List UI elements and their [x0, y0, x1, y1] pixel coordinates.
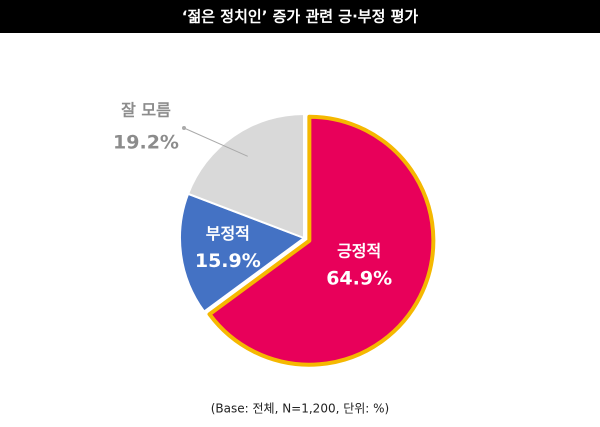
note: (Base: 전체, N=1,200, 단위: %)	[211, 402, 390, 416]
chart-title: ‘젊은 정치인’ 증가 관련 긍·부정 평가	[182, 8, 419, 26]
slice-label: 부정적	[206, 224, 250, 243]
leader-dot	[182, 126, 186, 130]
pie-slice	[187, 113, 305, 239]
leader-line	[183, 127, 248, 157]
pie-slice	[207, 114, 436, 367]
value-label: 19.2%	[113, 132, 179, 154]
title-bar	[0, 0, 600, 33]
pie-slice	[179, 192, 305, 313]
value-label: 15.9%	[195, 250, 261, 272]
slice-label: 긍정적	[337, 241, 381, 260]
slice-label: 잘 모름	[121, 101, 171, 120]
value-label: 64.9%	[326, 267, 392, 289]
